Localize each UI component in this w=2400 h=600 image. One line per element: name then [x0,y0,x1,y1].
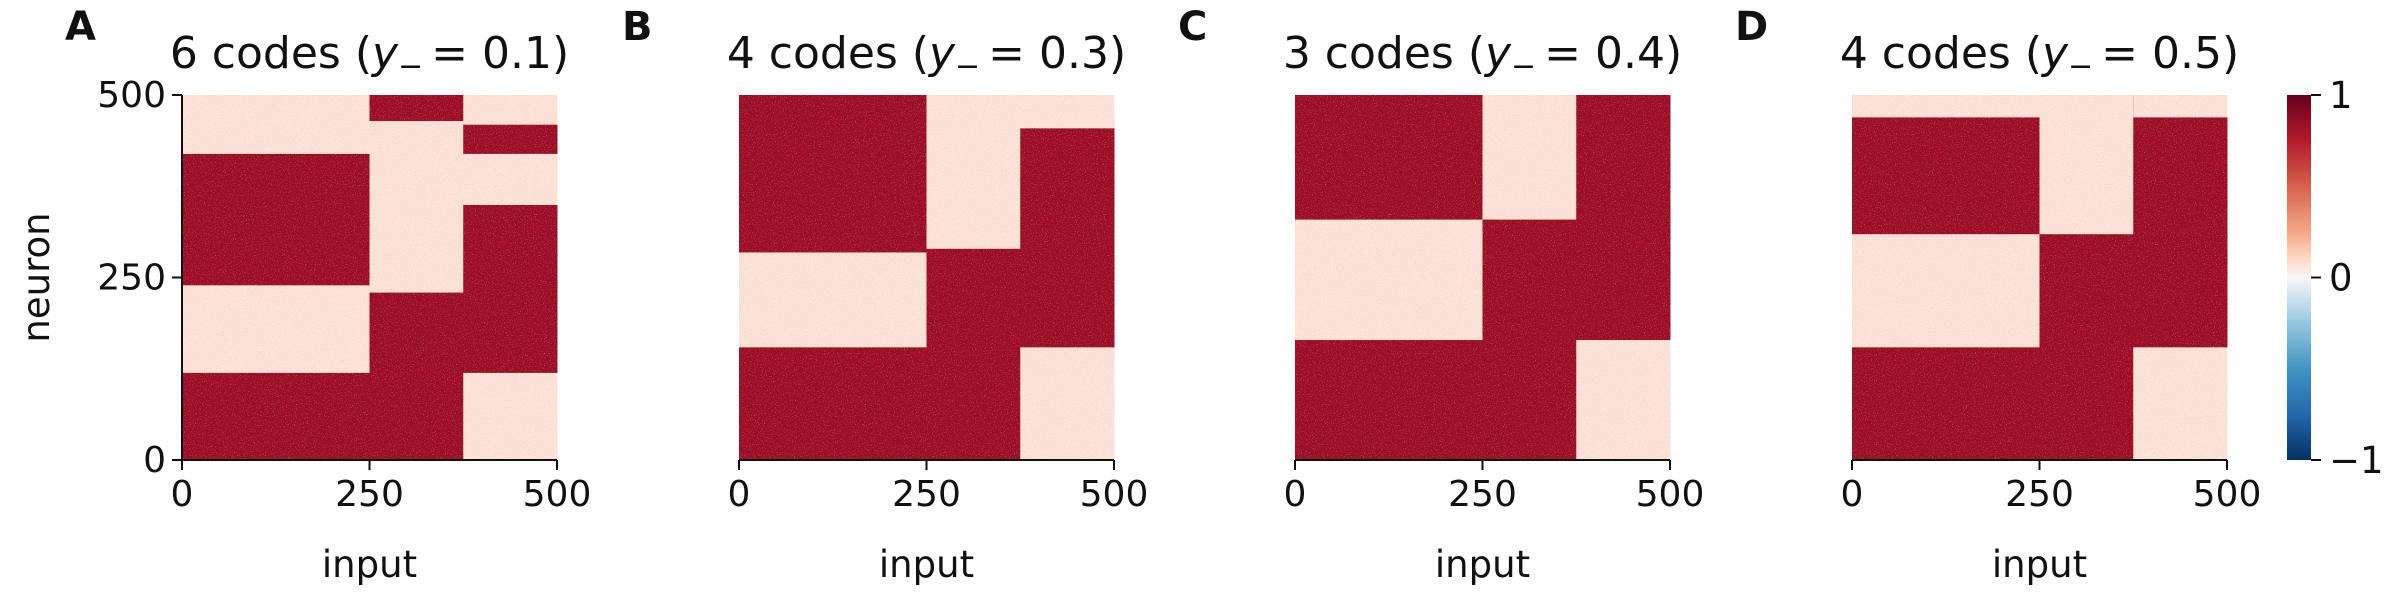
title-sub: − [1511,49,1536,84]
heatmap-block [369,120,464,293]
title-sub: − [2068,49,2093,84]
colorbar-tick-label: 1 [2329,74,2353,117]
x-tick-label: 250 [335,474,404,515]
x-axis-label: input [1435,543,1530,586]
panel-letter: D [1735,4,1768,50]
title-prefix: 4 codes ( [727,28,929,79]
x-tick-label: 0 [171,474,194,515]
title-prefix: 6 codes ( [170,28,372,79]
title-var: y [927,28,956,79]
x-axis-label: input [322,543,417,586]
heatmap-block [2039,116,2134,235]
x-tick-label: 500 [523,474,592,515]
panel-a: 0 250 500 0 250 500 input neuron A 6 codes (y− = 0… [15,4,591,586]
x-tick-label: 250 [1448,474,1517,515]
panel-title: 4 codes (y− = 0.5) [1840,28,2239,84]
heatmap-block [1482,95,1577,220]
x-tick-label: 500 [2193,474,2262,515]
heatmap-block [739,251,927,348]
x-tick-label: 0 [728,474,751,515]
panel-title: 6 codes (y− = 0.1) [170,28,569,84]
heatmap-block [182,284,370,373]
heatmap-block [1852,95,2040,118]
heatmap-block [2133,346,2228,461]
y-tick-label: 250 [97,258,166,299]
x-axis-label: input [1992,543,2087,586]
x-tick-label: 250 [892,474,961,515]
title-value: = 0.1) [431,28,569,79]
heatmap [739,95,1115,461]
colorbar-tick-label: −1 [2329,439,2384,482]
heatmap-block [1482,219,1577,461]
heatmap-block [463,153,558,205]
panel-letter: B [622,4,653,50]
title-value: = 0.4) [1544,28,1682,79]
heatmap-block [2133,95,2228,348]
heatmap-block [2039,95,2134,118]
heatmap-block [463,95,558,125]
colorbar-gradient [2287,95,2311,460]
heatmap [182,95,558,461]
panel-d: 0 250 500 input D 4 codes (y− = 0.5) [1735,4,2261,586]
heatmap-block [463,204,558,373]
heatmap-block [926,127,1021,249]
heatmap-block [1020,95,1115,129]
heatmap [1852,95,2228,461]
x-axis-label: input [879,543,974,586]
heatmap-block [2133,95,2228,118]
y-axis-label: neuron [15,212,58,342]
y-tick-label: 0 [143,440,166,481]
heatmap-block [182,153,370,205]
x-tick-label: 0 [1284,474,1307,515]
panel-title: 4 codes (y− = 0.3) [727,28,1126,84]
heatmap-block [1295,95,1483,220]
heatmap-block [926,95,1021,129]
heatmap-block [182,95,370,154]
heatmap-block [463,372,558,461]
heatmap-block [369,95,464,122]
x-tick-label: 0 [1841,474,1864,515]
heatmap [1295,95,1671,461]
heatmap-block [739,346,927,461]
heatmap-block [1852,233,2040,348]
heatmap-block [1576,95,1671,341]
panel-letter: A [65,4,96,50]
panel-title: 3 codes (y− = 0.4) [1283,28,1682,84]
y-tick-label: 500 [97,75,166,116]
heatmap-block [463,124,558,154]
title-var: y [370,28,399,79]
colorbar: 1 0 −1 [2287,74,2384,482]
heatmap-block [2039,233,2134,461]
title-var: y [2040,28,2069,79]
title-sub: − [955,49,980,84]
panel-c: 0 250 500 input C 3 codes (y− = 0.4) [1178,4,1704,586]
heatmap-block [182,204,370,286]
heatmap-block [739,95,927,253]
title-sub: − [398,49,423,84]
title-value: = 0.5) [2101,28,2239,79]
heatmap-block [369,292,464,461]
x-tick-label: 250 [2005,474,2074,515]
heatmap-block [1576,339,1671,461]
heatmap-block [1020,346,1115,461]
panel-b: 0 250 500 input B 4 codes (y− = 0.3) [622,4,1148,586]
title-prefix: 4 codes ( [1840,28,2042,79]
heatmap-block [1295,219,1483,341]
heatmap-block [1295,339,1483,461]
title-value: = 0.3) [988,28,1126,79]
colorbar-tick-label: 0 [2329,257,2353,300]
heatmap-block [1852,116,2040,235]
heatmap-block [1852,346,2040,461]
title-var: y [1483,28,1512,79]
heatmap-block [182,372,370,461]
x-tick-label: 500 [1080,474,1149,515]
x-tick-label: 500 [1636,474,1705,515]
title-prefix: 3 codes ( [1283,28,1485,79]
colorbar-ticks: 1 0 −1 [2311,74,2384,482]
heatmap-block [926,248,1021,461]
heatmap-block [1020,127,1115,348]
panel-letter: C [1178,4,1207,50]
